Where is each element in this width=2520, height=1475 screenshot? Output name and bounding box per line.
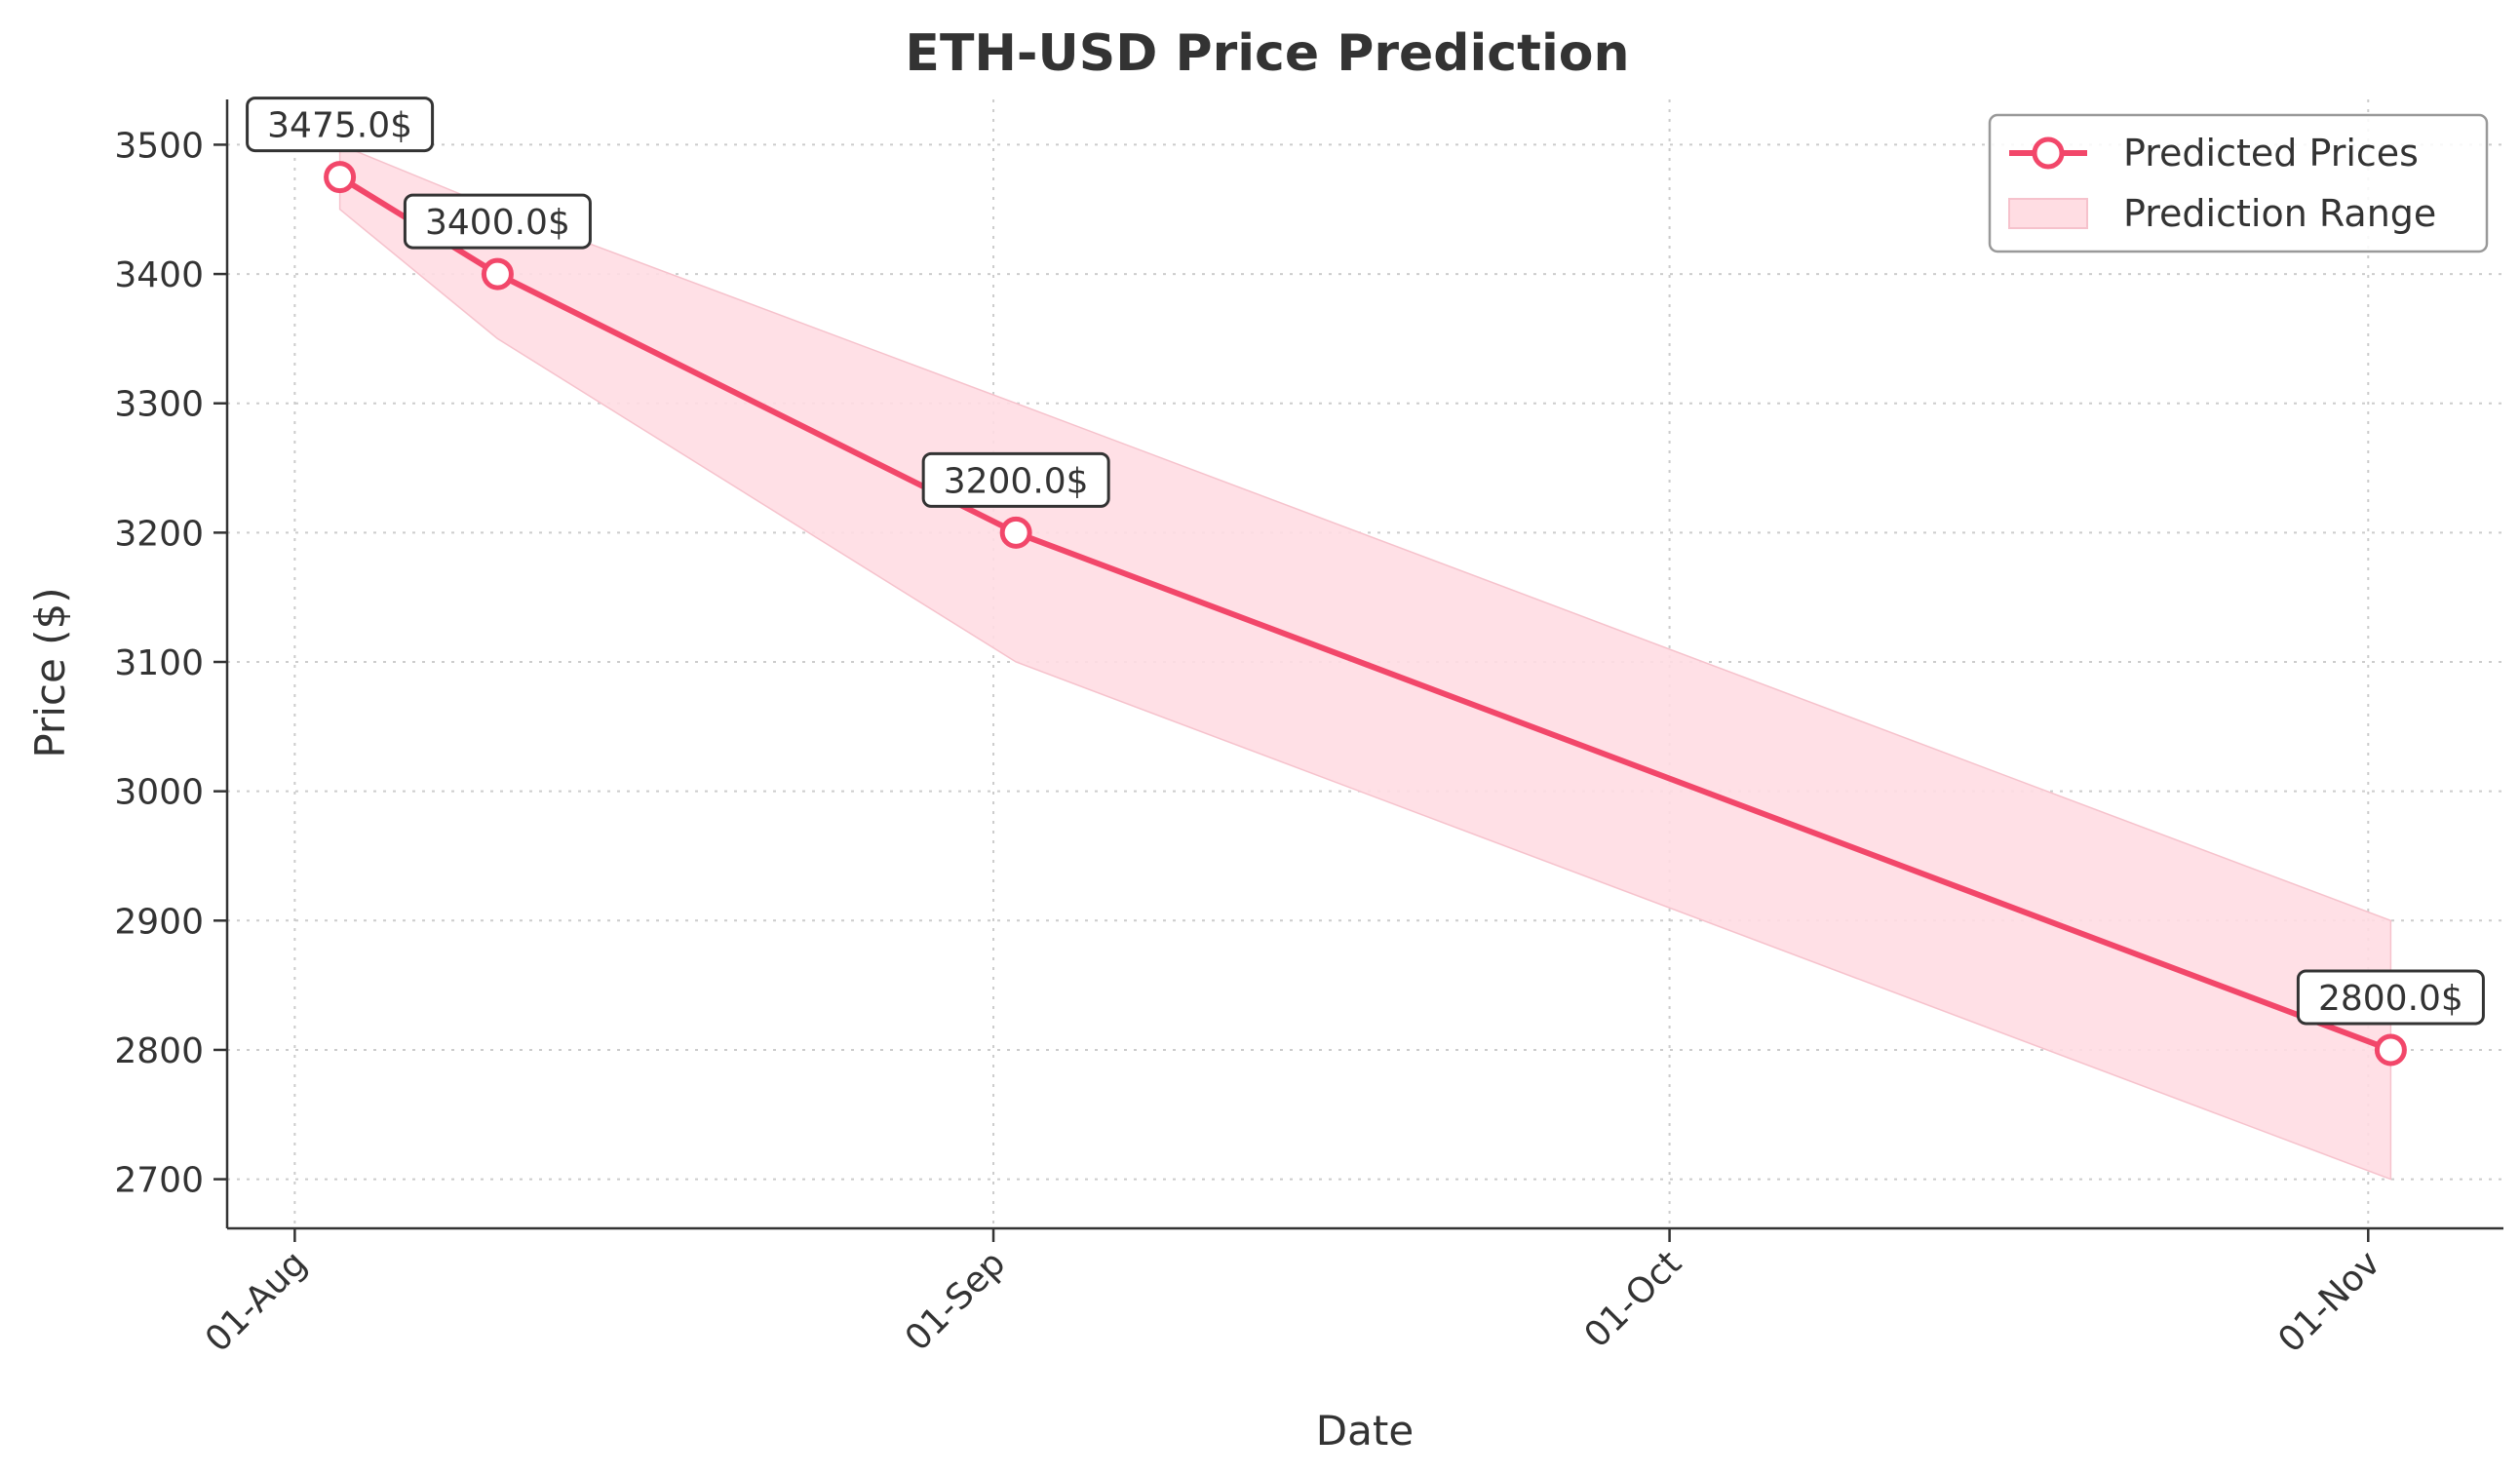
data-label-box xyxy=(246,97,435,153)
x-tick-label: 01-Nov xyxy=(2270,1243,2387,1360)
axes xyxy=(225,99,2503,1230)
legend-label-predicted: Predicted Prices xyxy=(2123,132,2419,175)
y-axis-label: Price ($) xyxy=(26,587,74,757)
legend: Predicted Prices Prediction Range xyxy=(1988,113,2489,253)
x-axis-label: Date xyxy=(1316,1407,1414,1455)
y-tick-label: 2700 xyxy=(114,1161,204,1201)
y-tick-label: 3200 xyxy=(114,514,204,554)
data-label-box xyxy=(2296,969,2485,1026)
y-tick-label: 3300 xyxy=(114,385,204,425)
y-tick-label: 3100 xyxy=(114,643,204,683)
data-label: 3400.0$ xyxy=(425,203,570,243)
x-tick-label: 01-Sep xyxy=(898,1243,1014,1359)
y-ticks: 2700 2800 2900 3000 3100 3200 3300 3400 3500 xyxy=(114,126,227,1201)
data-label-box xyxy=(921,451,1110,508)
y-tick-label: 2800 xyxy=(114,1031,204,1071)
legend-label-range: Prediction Range xyxy=(2123,192,2436,235)
data-label: 3200.0$ xyxy=(944,461,1089,501)
x-tick-label: 01-Oct xyxy=(1577,1243,1689,1355)
data-label: 2800.0$ xyxy=(2318,979,2463,1019)
y-tick-label: 3000 xyxy=(114,773,204,813)
y-tick-label: 3500 xyxy=(114,126,204,166)
data-point-marker xyxy=(324,161,357,194)
legend-marker-swatch xyxy=(2032,136,2065,170)
grid xyxy=(227,99,2503,1228)
data-point-marker xyxy=(2374,1033,2407,1067)
data-point-marker xyxy=(999,516,1032,549)
data-label: 3475.0$ xyxy=(267,106,412,146)
y-tick-label: 3400 xyxy=(114,255,204,295)
data-annotations: 3475.0$ 3400.0$ 3200.0$ 2800.0$ xyxy=(246,97,2485,1026)
y-tick-label: 2900 xyxy=(114,902,204,942)
legend-range-swatch xyxy=(2008,198,2088,229)
legend-box xyxy=(1988,113,2489,253)
chart-title: ETH-USD Price Prediction xyxy=(905,24,1629,83)
data-point-marker xyxy=(481,257,514,291)
x-ticks: 01-Aug 01-Sep 01-Oct 01-Nov xyxy=(198,1228,2388,1361)
data-label-box xyxy=(403,193,592,250)
series-markers xyxy=(324,161,2407,1067)
x-tick-label: 01-Aug xyxy=(198,1243,315,1360)
